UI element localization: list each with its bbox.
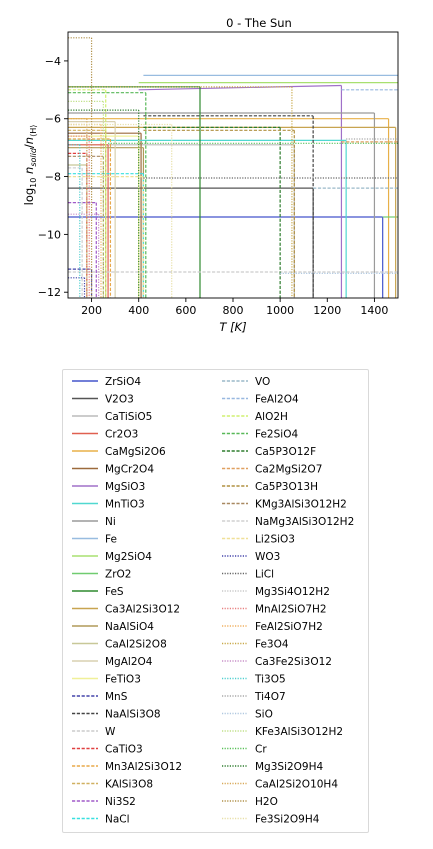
legend-label: H2O: [255, 796, 278, 808]
legend-label: LiCl: [255, 569, 274, 581]
legend-label: Fe3O4: [255, 639, 289, 651]
y-axis-label: log10 nsolid/n⟨H⟩: [22, 125, 38, 206]
legend-label: ZrO2: [105, 569, 131, 581]
legend-label: KFe3AlSi3O12H2: [255, 726, 343, 738]
legend-label: Cr2O3: [105, 429, 138, 441]
x-tick-label: 1400: [360, 304, 388, 317]
legend-label: MnAl2SiO7H2: [255, 604, 327, 616]
y-tick-label: −8: [45, 171, 61, 184]
legend-label: Ca3Fe2Si3O12: [255, 656, 332, 668]
series-line-MgSiO3: [138, 84, 342, 91]
legend-label: FeAl2O4: [255, 394, 299, 406]
legend-label: Li2SiO3: [255, 534, 295, 546]
legend-entries: ZrSiO4 V2O3 CaTiSiO5 Cr2O3 CaMgSi2O6 MgCr2O4 M…: [72, 376, 354, 826]
plot-frame: [67, 31, 399, 299]
legend-label: Mg3Si4O12H2: [255, 586, 330, 598]
legend-label: NaMg3AlSi3O12H2: [255, 516, 354, 528]
legend-label: AlO2H: [255, 411, 288, 423]
legend-label: CaTiO3: [105, 744, 143, 756]
x-tick-label: 1200: [313, 304, 341, 317]
legend-label: MnTiO3: [105, 499, 145, 511]
legend-label: W: [105, 726, 116, 738]
legend-label: MgAl2O4: [105, 656, 153, 668]
legend-label: MnS: [105, 691, 128, 703]
legend-label: SiO: [255, 709, 273, 721]
legend: ZrSiO4 V2O3 CaTiSiO5 Cr2O3 CaMgSi2O6 MgCr2O4 M…: [62, 369, 369, 833]
chart-title: 0 - The Sun: [226, 16, 292, 30]
legend-label: Ni: [105, 516, 116, 528]
legend-label: FeAl2SiO7H2: [255, 621, 323, 633]
legend-label: Ca2MgSi2O7: [255, 464, 322, 476]
legend-label: Ti4O7: [254, 691, 286, 703]
legend-label: MgSiO3: [105, 481, 145, 493]
legend-label: Ca5P3O13H: [255, 481, 318, 493]
tick-layer: 200 400 600 800 1000 1200 1400 −12 −10 −8 −6 −4: [38, 55, 389, 317]
legend-label: NaAlSi3O8: [105, 709, 161, 721]
legend-label: CaAl2Si2O8: [105, 639, 167, 651]
x-tick-label: 800: [223, 304, 244, 317]
legend-label: CaTiSiO5: [105, 411, 152, 423]
legend-label: ZrSiO4: [105, 376, 141, 388]
legend-label: Fe: [105, 534, 117, 546]
legend-label: NaAlSiO4: [105, 621, 154, 633]
series-layer: [68, 37, 398, 298]
legend-label: Fe2SiO4: [255, 429, 298, 441]
legend-label: Mg3Si2O9H4: [255, 761, 324, 773]
legend-label: Ti3O5: [254, 674, 286, 686]
chart: 0 - The Sun 200 400 600 800 1000 1200 1400 −12 −…: [22, 16, 399, 334]
legend-label: WO3: [255, 551, 280, 563]
legend-label: Ca3Al2Si3O12: [105, 604, 180, 616]
legend-label: Ni3S2: [105, 796, 136, 808]
legend-label: CaAl2Si2O10H4: [255, 779, 338, 791]
x-axis-label: T [K]: [219, 320, 246, 334]
x-tick-label: 1000: [266, 304, 294, 317]
legend-label: KMg3AlSi3O12H2: [255, 499, 347, 511]
legend-label: CaMgSi2O6: [105, 446, 166, 458]
legend-label: Cr: [255, 744, 267, 756]
legend-label: FeTiO3: [105, 674, 141, 686]
legend-label: Mn3Al2Si3O12: [105, 761, 182, 773]
legend-label: Ca5P3O12F: [255, 446, 316, 458]
legend-label: VO: [255, 376, 270, 388]
legend-label: MgCr2O4: [105, 464, 154, 476]
x-tick-label: 200: [81, 304, 102, 317]
y-tick-label: −4: [45, 55, 61, 68]
legend-label: FeS: [105, 586, 124, 598]
y-tick-label: −10: [38, 228, 61, 241]
legend-label: KAlSi3O8: [105, 779, 153, 791]
x-tick-label: 400: [128, 304, 149, 317]
y-tick-label: −6: [45, 113, 61, 126]
legend-label: V2O3: [105, 394, 134, 406]
y-tick-label: −12: [38, 286, 61, 299]
x-tick-label: 600: [175, 304, 196, 317]
legend-label: NaCl: [105, 814, 130, 826]
legend-label: Mg2SiO4: [105, 551, 152, 563]
legend-label: Fe3Si2O9H4: [255, 814, 320, 826]
